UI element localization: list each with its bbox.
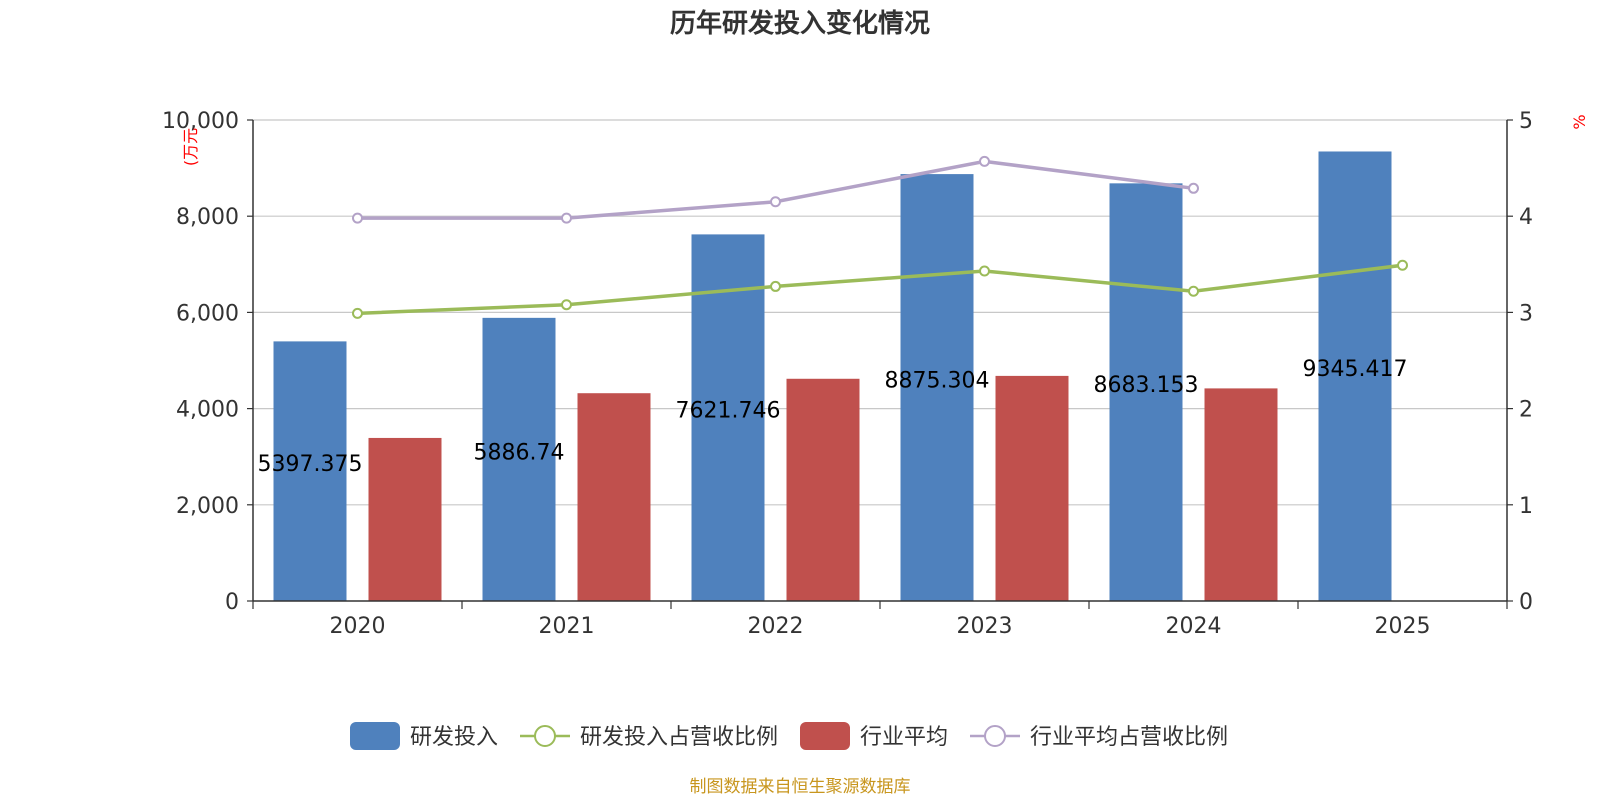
x-axis-tick-label: 2024 (1166, 614, 1222, 639)
bar-data-label: 5397.375 (258, 452, 363, 477)
left-axis-tick-label: 8,000 (176, 205, 239, 230)
bar-rd-investment (691, 234, 765, 601)
line-industry-ratio (357, 159, 1194, 220)
left-axis-tick-label: 2,000 (176, 494, 239, 519)
right-axis-unit: % (1570, 114, 1589, 129)
legend: 研发投入 研发投入占营收比例 行业平均 行业平均占营收比例 (350, 722, 1228, 750)
line-point (1188, 285, 1199, 297)
legend-swatch (800, 722, 850, 750)
line-point (352, 307, 363, 319)
data-labels: 5397.375 5886.74 7621.746 8875.304 8683.153 9… (258, 357, 1408, 477)
line-point (561, 212, 572, 224)
left-axis-tick-label: 10,000 (162, 109, 239, 134)
bar-rd-investment (1109, 183, 1183, 602)
legend-label: 行业平均占营收比例 (1030, 725, 1228, 750)
legend-label: 研发投入 (410, 725, 498, 750)
right-axis-tick-label: 5 (1519, 109, 1533, 134)
left-axis-tick-label: 0 (225, 590, 239, 615)
grid-lines (253, 119, 1507, 506)
line-point (979, 155, 990, 167)
line-point (561, 299, 572, 311)
axes: 0 2,000 4,000 6,000 8,000 10,000 0 1 2 3 4 5 2020 202… (162, 109, 1533, 639)
bar-data-label: 5886.74 (474, 440, 565, 465)
line-point (770, 196, 781, 208)
bar-rd-investment (900, 174, 974, 601)
bar-data-label: 9345.417 (1303, 357, 1408, 382)
x-axis-tick-label: 2023 (957, 614, 1013, 639)
chart-title: 历年研发投入变化情况 (670, 8, 930, 39)
right-axis-tick-label: 0 (1519, 590, 1533, 615)
right-axis-tick-label: 3 (1519, 301, 1533, 326)
bar-rd-investment (273, 341, 347, 601)
left-axis-tick-label: 4,000 (176, 398, 239, 423)
right-axis-tick-label: 2 (1519, 398, 1533, 423)
data-source-note: 制图数据来自恒生聚源数据库 (690, 777, 911, 797)
legend-label: 行业平均 (860, 725, 948, 750)
legend-label: 研发投入占营收比例 (580, 725, 778, 750)
right-axis-tick-label: 4 (1519, 205, 1533, 230)
line-point (1188, 182, 1199, 194)
line-rd-ratio (357, 263, 1403, 316)
right-axis-tick-label: 1 (1519, 494, 1533, 519)
bar-rd-investment (482, 317, 556, 601)
line-point (770, 280, 781, 292)
bar-data-label: 8875.304 (885, 369, 990, 394)
bar-industry-average (786, 378, 860, 601)
left-axis-tick-label: 6,000 (176, 301, 239, 326)
x-axis-tick-label: 2025 (1375, 614, 1431, 639)
bar-data-label: 8683.153 (1094, 373, 1199, 398)
legend-swatch-marker (984, 725, 1006, 747)
bar-data-label: 7621.746 (676, 399, 781, 424)
line-point (1397, 259, 1408, 271)
bar-industry-average (995, 375, 1069, 601)
bar-industry-average (1204, 388, 1278, 601)
bar-rd-investment (1318, 151, 1392, 601)
bar-industry-average (368, 437, 442, 601)
left-axis-unit: (万元 (181, 128, 200, 166)
x-axis-tick-label: 2022 (748, 614, 804, 639)
lines (352, 155, 1408, 319)
legend-swatch-marker (534, 725, 556, 747)
x-axis-tick-label: 2021 (539, 614, 595, 639)
legend-swatch (350, 722, 400, 750)
bar-industry-average (577, 393, 651, 601)
bars (273, 151, 1392, 602)
x-axis-tick-label: 2020 (330, 614, 386, 639)
line-point (352, 212, 363, 224)
line-point (979, 265, 990, 277)
